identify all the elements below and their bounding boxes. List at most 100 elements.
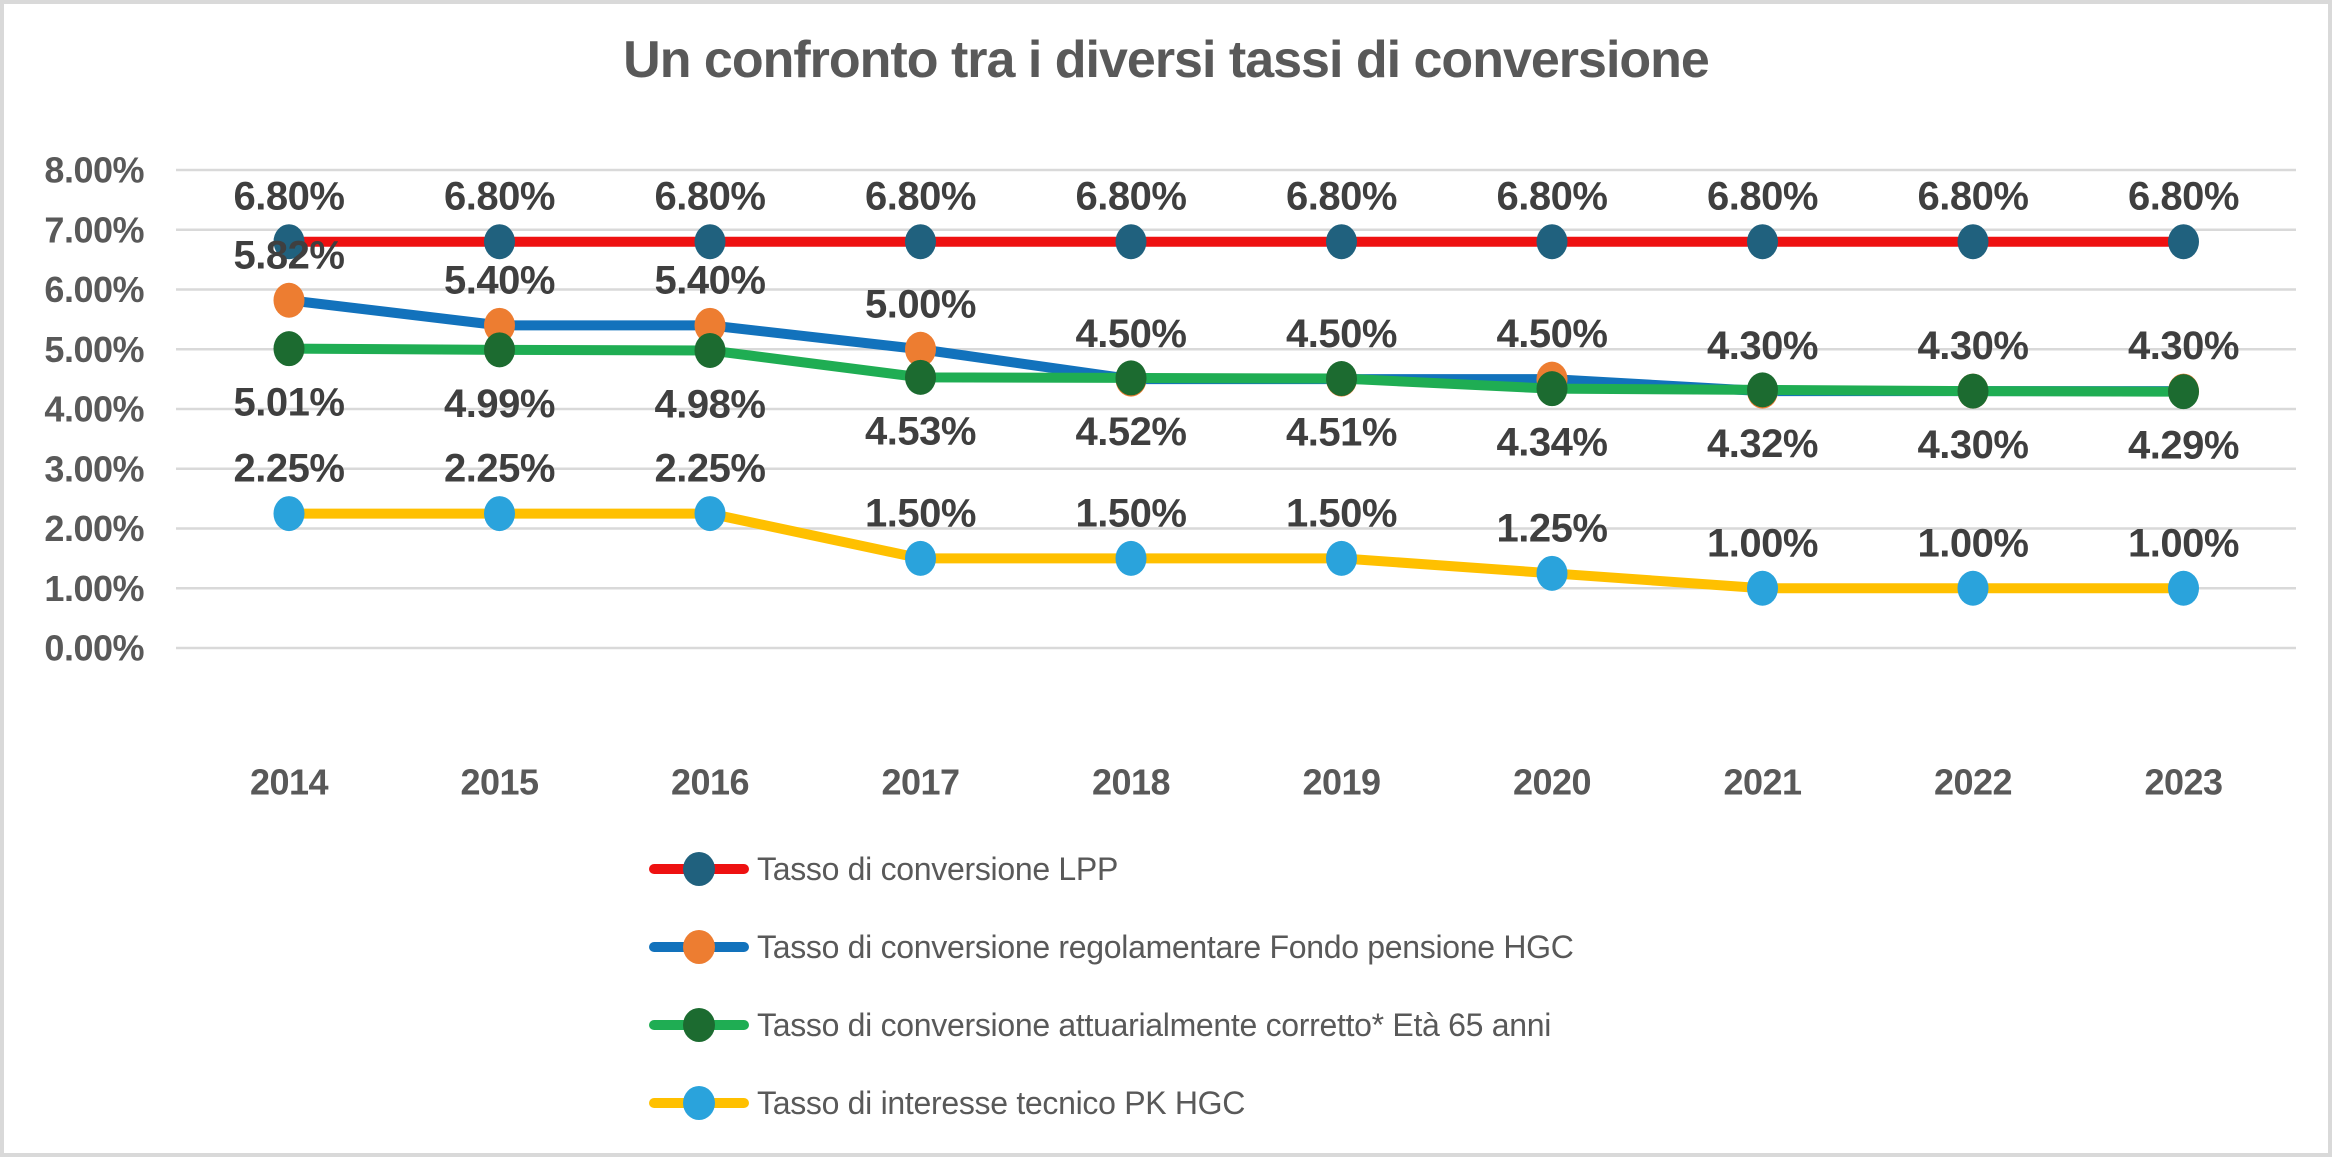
data-label: 6.80% bbox=[865, 175, 976, 219]
data-label: 4.52% bbox=[1076, 410, 1187, 454]
y-axis-tick-label: 5.00% bbox=[44, 329, 144, 370]
data-point-marker bbox=[484, 332, 515, 368]
data-label: 2.25% bbox=[655, 447, 766, 491]
x-axis-tick-label: 2018 bbox=[1092, 762, 1170, 803]
data-point-marker bbox=[484, 307, 515, 343]
data-point-marker bbox=[1536, 555, 1568, 591]
chart-title: Un confronto tra i diversi tassi di conv… bbox=[623, 31, 1710, 89]
data-label: 1.50% bbox=[1286, 491, 1397, 535]
legend: Tasso di conversione LPP Tasso di convers… bbox=[649, 830, 1574, 1142]
data-label: 6.80% bbox=[1918, 175, 2029, 219]
legend-item-2: Tasso di conversione attuarialmente corr… bbox=[649, 986, 1574, 1064]
x-axis-tick-label: 2020 bbox=[1513, 762, 1591, 803]
data-point-marker bbox=[273, 496, 305, 532]
data-label: 5.40% bbox=[655, 258, 766, 302]
series-line-2 bbox=[284, 343, 2189, 397]
data-label: 6.80% bbox=[234, 175, 345, 219]
data-point-marker bbox=[905, 331, 936, 367]
legend-item-label: Tasso di conversione attuarialmente corr… bbox=[757, 1006, 1552, 1043]
legend-line-marker-icon bbox=[649, 852, 749, 886]
data-point-marker bbox=[2168, 224, 2199, 260]
data-label: 4.32% bbox=[1707, 422, 1818, 466]
data-label: 5.82% bbox=[234, 233, 345, 277]
data-label: 4.51% bbox=[1286, 411, 1397, 455]
data-point-marker bbox=[484, 496, 515, 532]
legend-item-label: Tasso di interesse tecnico PK HGC bbox=[757, 1084, 1246, 1121]
data-point-marker bbox=[694, 496, 726, 532]
legend-item-1: Tasso di conversione regolamentare Fondo… bbox=[649, 908, 1574, 986]
data-point-marker bbox=[1957, 570, 1989, 606]
data-label: 4.98% bbox=[655, 382, 766, 426]
legend-item-3: Tasso di interesse tecnico PK HGC bbox=[649, 1064, 1574, 1142]
data-point-marker bbox=[1957, 224, 1989, 260]
data-point-marker bbox=[1115, 360, 1147, 396]
data-label: 2.25% bbox=[234, 447, 345, 491]
data-point-marker bbox=[2168, 374, 2199, 410]
y-axis-tick-label: 2.00% bbox=[44, 508, 144, 549]
data-point-marker bbox=[694, 224, 726, 260]
data-label: 4.30% bbox=[2128, 324, 2239, 368]
line-chart: 0.00% 1.00% 2.00% 3.00% 4.00% 5.00% 6.00% 7.00%… bbox=[44, 150, 2296, 803]
data-label: 4.30% bbox=[1707, 324, 1818, 368]
data-point-marker bbox=[484, 224, 515, 260]
x-axis-tick-label: 2017 bbox=[881, 762, 959, 803]
legend-item-label: Tasso di conversione LPP bbox=[757, 850, 1119, 887]
x-axis-tick-label: 2016 bbox=[671, 762, 749, 803]
data-label: 6.80% bbox=[444, 175, 555, 219]
data-point-marker bbox=[273, 224, 305, 260]
y-axis-tick-label: 3.00% bbox=[44, 448, 144, 489]
data-point-marker bbox=[1536, 371, 1568, 407]
data-point-marker bbox=[1115, 224, 1147, 260]
data-label: 2.25% bbox=[444, 447, 555, 491]
series-line-3 bbox=[284, 508, 2189, 594]
data-label: 6.80% bbox=[2128, 175, 2239, 219]
y-axis-tick-label: 6.00% bbox=[44, 269, 144, 310]
x-axis-tick-label: 2022 bbox=[1934, 762, 2012, 803]
data-point-marker bbox=[1115, 540, 1147, 576]
data-label: 4.50% bbox=[1497, 312, 1608, 356]
data-label: 6.80% bbox=[1076, 175, 1187, 219]
data-point-marker bbox=[1747, 224, 1778, 260]
data-label: 6.80% bbox=[1707, 175, 1818, 219]
data-label: 4.29% bbox=[2128, 424, 2239, 468]
data-label: 1.50% bbox=[1076, 491, 1187, 535]
data-label: 1.25% bbox=[1497, 506, 1608, 550]
y-axis-tick-label: 8.00% bbox=[44, 150, 144, 191]
data-point-marker bbox=[1326, 540, 1357, 576]
data-point-marker bbox=[1957, 373, 1989, 409]
data-point-marker bbox=[273, 331, 305, 367]
data-label: 5.40% bbox=[444, 258, 555, 302]
data-point-marker bbox=[1747, 570, 1778, 606]
legend-item-0: Tasso di conversione LPP bbox=[649, 830, 1574, 908]
legend-line-marker-icon bbox=[649, 930, 749, 964]
data-point-marker bbox=[1326, 224, 1357, 260]
x-axis-tick-label: 2023 bbox=[2144, 762, 2222, 803]
x-axis-tick-label: 2014 bbox=[250, 762, 329, 803]
data-point-marker bbox=[905, 540, 936, 576]
data-point-marker bbox=[905, 224, 936, 260]
data-label: 4.30% bbox=[1918, 423, 2029, 467]
data-label: 1.00% bbox=[2128, 521, 2239, 565]
data-point-marker bbox=[273, 282, 305, 318]
data-label: 1.00% bbox=[1707, 521, 1818, 565]
data-label: 6.80% bbox=[655, 175, 766, 219]
data-label: 4.53% bbox=[865, 409, 976, 453]
y-axis-tick-label: 0.00% bbox=[44, 628, 144, 669]
y-axis-tick-label: 1.00% bbox=[44, 568, 144, 609]
data-label: 4.99% bbox=[444, 382, 555, 426]
data-point-marker bbox=[2168, 570, 2199, 606]
data-point-marker bbox=[1536, 224, 1568, 260]
y-axis-tick-label: 7.00% bbox=[44, 209, 144, 250]
data-point-marker bbox=[905, 359, 936, 395]
data-point-marker bbox=[1747, 372, 1778, 408]
legend-line-marker-icon bbox=[649, 1086, 749, 1120]
data-label: 1.50% bbox=[865, 491, 976, 535]
x-axis-tick-label: 2015 bbox=[460, 762, 539, 803]
data-label: 4.34% bbox=[1497, 421, 1608, 465]
data-label: 4.50% bbox=[1076, 312, 1187, 356]
x-axis-tick-label: 2021 bbox=[1723, 762, 1802, 803]
legend-line-marker-icon bbox=[649, 1008, 749, 1042]
y-axis-tick-label: 4.00% bbox=[44, 389, 144, 430]
data-label: 4.30% bbox=[1918, 324, 2029, 368]
